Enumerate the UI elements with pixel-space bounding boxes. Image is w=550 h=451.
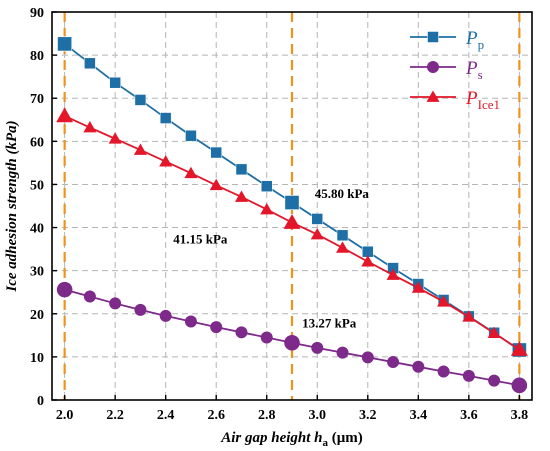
y-tick-label: 60 [30, 135, 44, 150]
x-tick-label: 2.8 [258, 408, 276, 423]
data-point [412, 360, 425, 373]
x-tick-label: 3.8 [511, 408, 529, 423]
x-tick-label: 2.2 [106, 408, 124, 423]
data-point [56, 107, 74, 123]
x-tick-label: 2.0 [56, 408, 74, 423]
x-tick-label: 2.6 [207, 408, 225, 423]
data-point [260, 202, 274, 215]
series-s [56, 281, 528, 394]
data-point [311, 341, 324, 354]
series-ice1 [56, 107, 528, 356]
data-point [427, 61, 439, 73]
data-point [56, 281, 73, 298]
data-point [488, 374, 501, 387]
data-point [336, 346, 349, 359]
data-point [361, 255, 375, 267]
data-point [209, 178, 223, 191]
annotation-label: 41.15 kPa [173, 232, 228, 247]
data-point [487, 326, 501, 339]
y-tick-label: 80 [30, 49, 44, 64]
data-point [83, 121, 97, 133]
axes-frame [51, 11, 533, 401]
legend-label: Pp [465, 28, 484, 52]
legend: Pp Ps PIce1 [410, 28, 500, 112]
data-point [283, 214, 301, 229]
data-point [235, 326, 248, 339]
data-point [284, 195, 300, 211]
data-point [260, 331, 273, 344]
data-point [426, 90, 440, 102]
data-point [311, 213, 324, 225]
x-tick-label: 2.4 [157, 408, 175, 423]
data-point [134, 303, 147, 316]
data-point [336, 229, 349, 242]
data-point [510, 341, 528, 356]
data-point [210, 321, 223, 334]
data-point [260, 180, 273, 192]
data-point [84, 57, 96, 70]
data-point [159, 155, 173, 167]
data-point [511, 377, 528, 394]
y-tick-label: 30 [30, 265, 44, 280]
axes: 2.0 2.2 2.4 2.6 2.8 3.0 3.2 3.4 3.6 3.8 0 10 20 30 40 5… [4, 6, 533, 449]
x-tick-label: 3.2 [359, 408, 377, 423]
series-layer [56, 36, 528, 394]
data-point [134, 94, 147, 106]
data-point [184, 315, 197, 328]
legend-label: PIce1 [465, 88, 500, 112]
legend-label: Ps [465, 58, 483, 82]
data-point [109, 76, 121, 89]
data-point [427, 31, 439, 43]
data-point [83, 290, 96, 303]
data-point [462, 310, 476, 322]
y-tick-label: 50 [30, 178, 44, 193]
data-point [411, 281, 425, 293]
data-point [437, 365, 450, 378]
y-tick-label: 10 [30, 351, 44, 366]
y-tick-label: 0 [37, 394, 44, 409]
data-point [462, 369, 475, 382]
data-point [387, 356, 400, 369]
data-point [386, 268, 400, 280]
data-point [133, 143, 147, 155]
annotation-label: 45.80 kPa [315, 186, 370, 201]
data-point [437, 295, 451, 307]
x-tick-label: 3.6 [460, 408, 478, 423]
data-point [284, 334, 300, 351]
y-tick-label: 90 [30, 6, 44, 21]
data-point [108, 132, 122, 144]
y-axis-label: Ice adhesion strength (kPa) [4, 120, 20, 292]
x-axis-label: Air gap height ha (μm) [220, 430, 363, 449]
x-tick-label: 3.4 [410, 408, 428, 423]
data-point [210, 146, 222, 159]
x-tick-label: 3.0 [309, 408, 327, 423]
data-point [109, 297, 122, 310]
data-point [184, 166, 198, 179]
data-point [57, 36, 73, 52]
data-point [234, 190, 248, 202]
data-point [310, 227, 324, 240]
annotations: 45.80 kPa 41.15 kPa 13.27 kPa [173, 186, 369, 330]
data-point [159, 309, 172, 322]
data-point [336, 241, 350, 253]
annotation-label: 13.27 kPa [302, 316, 357, 331]
data-point [235, 163, 248, 176]
data-point [159, 112, 172, 124]
y-tick-label: 40 [30, 222, 44, 237]
data-point [361, 351, 374, 364]
data-point [185, 129, 197, 142]
y-tick-label: 20 [30, 308, 44, 323]
y-tick-label: 70 [30, 92, 44, 107]
